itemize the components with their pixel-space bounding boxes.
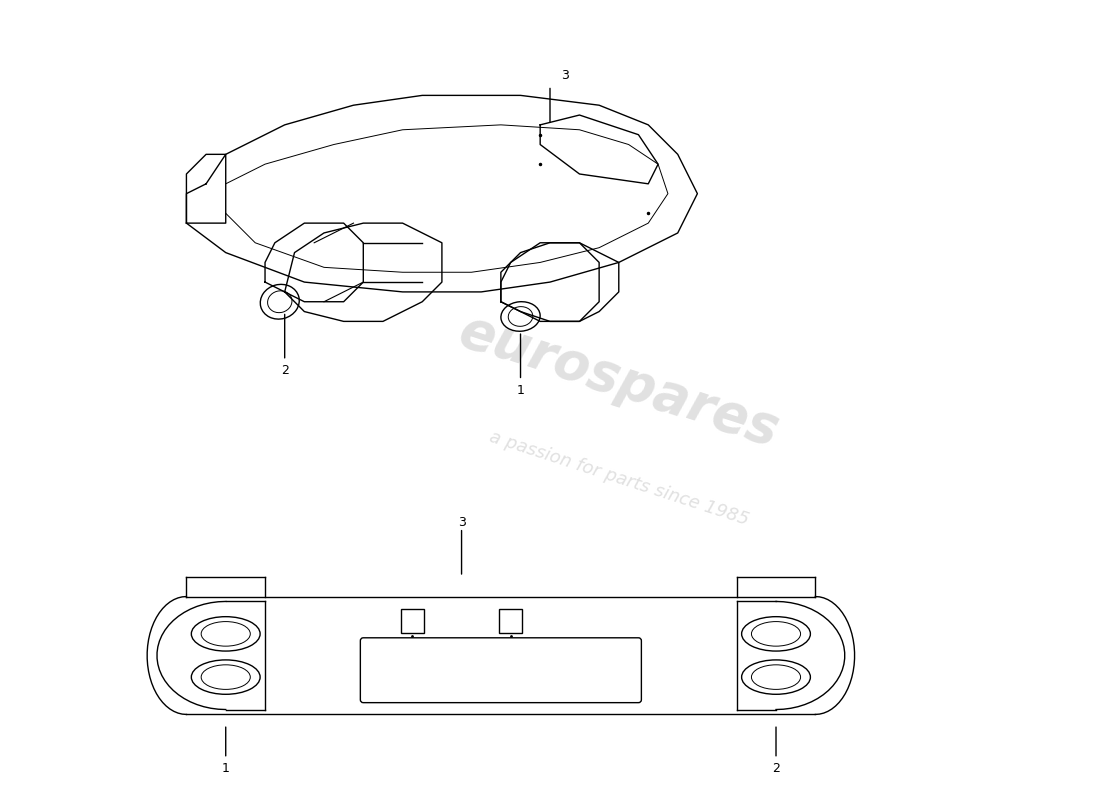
Text: 2: 2 <box>280 364 288 377</box>
Text: 3: 3 <box>561 70 569 82</box>
Text: 1: 1 <box>222 762 230 775</box>
Text: 1: 1 <box>517 384 525 397</box>
Text: 3: 3 <box>458 516 465 530</box>
Text: a passion for parts since 1985: a passion for parts since 1985 <box>486 428 751 529</box>
Text: eurospares: eurospares <box>452 304 785 457</box>
Text: 2: 2 <box>772 762 780 775</box>
